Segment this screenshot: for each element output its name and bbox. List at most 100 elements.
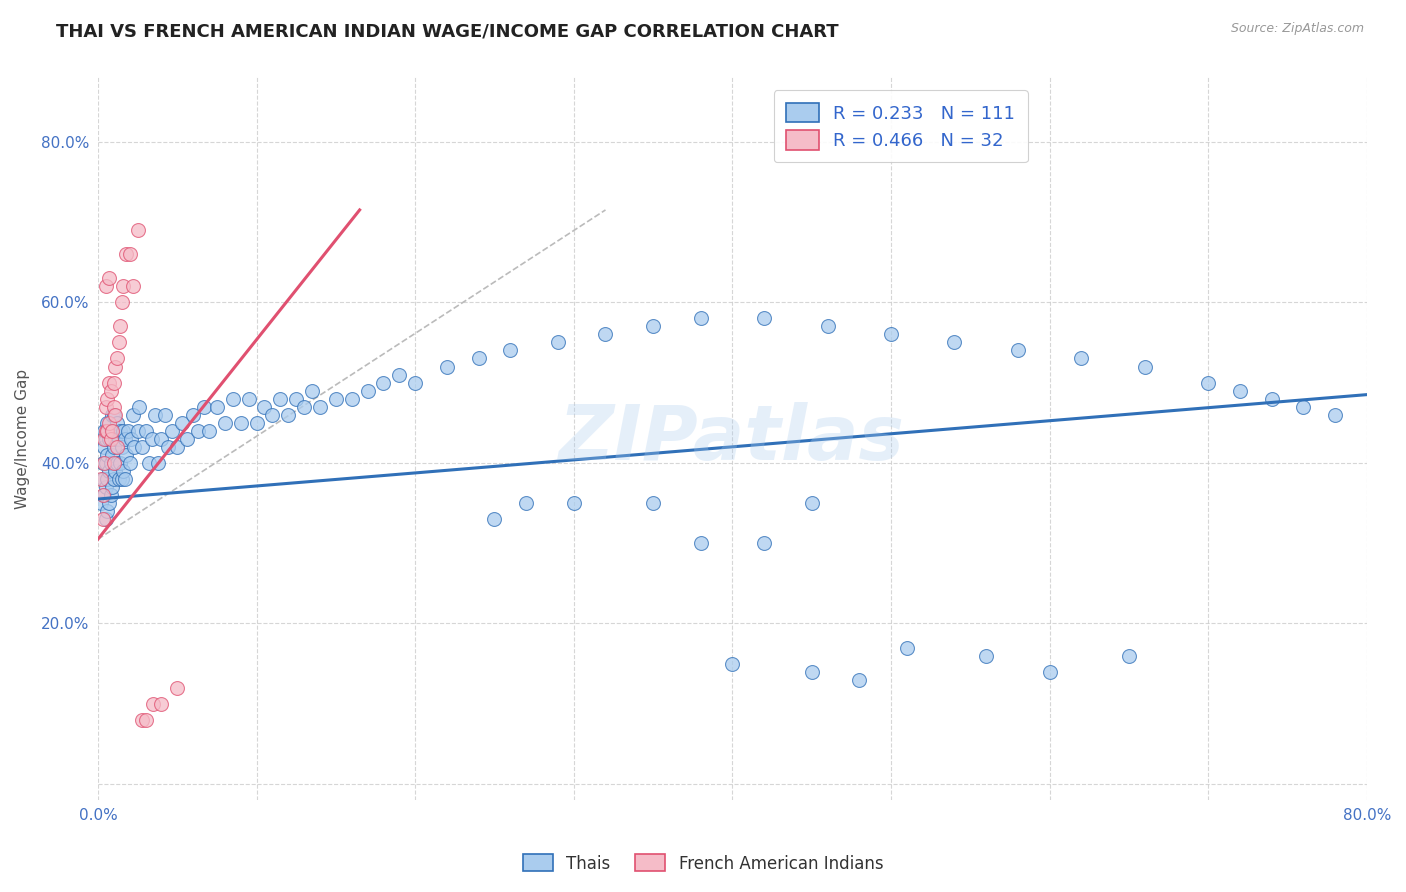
Point [104, 359, 127, 374]
Point [1260, 392, 1282, 406]
Point [93, 432, 115, 446]
Point [98, 464, 121, 478]
Point [253, 400, 276, 414]
Point [150, 697, 173, 711]
Point [170, 416, 193, 430]
Point [94, 400, 117, 414]
Point [943, 335, 966, 350]
Point [1324, 408, 1347, 422]
Point [98, 271, 121, 285]
Point [101, 480, 124, 494]
Point [404, 376, 426, 390]
Point [205, 400, 228, 414]
Point [187, 424, 209, 438]
Point [162, 424, 184, 438]
Point [142, 697, 165, 711]
Point [104, 432, 127, 446]
Point [325, 392, 347, 406]
Point [100, 384, 122, 398]
Point [292, 400, 315, 414]
Point [93, 424, 115, 438]
Point [118, 247, 141, 261]
Point [752, 311, 775, 326]
Point [98, 432, 121, 446]
Legend: R = 0.233   N = 111, R = 0.466   N = 32: R = 0.233 N = 111, R = 0.466 N = 32 [773, 90, 1028, 162]
Point [103, 408, 125, 422]
Point [115, 247, 138, 261]
Point [103, 440, 125, 454]
Point [752, 536, 775, 550]
Point [301, 384, 323, 398]
Point [107, 472, 129, 486]
Point [112, 464, 135, 478]
Point [166, 681, 188, 695]
Point [98, 496, 121, 510]
Point [1070, 351, 1092, 366]
Point [148, 456, 170, 470]
Point [138, 456, 160, 470]
Point [94, 456, 117, 470]
Point [143, 408, 166, 422]
Point [141, 432, 163, 446]
Point [105, 456, 128, 470]
Point [114, 472, 136, 486]
Text: THAI VS FRENCH AMERICAN INDIAN WAGE/INCOME GAP CORRELATION CHART: THAI VS FRENCH AMERICAN INDIAN WAGE/INCO… [56, 22, 839, 40]
Point [100, 432, 122, 446]
Point [101, 408, 124, 422]
Point [118, 456, 141, 470]
Point [974, 648, 997, 663]
Point [94, 480, 117, 494]
Point [547, 335, 569, 350]
Point [245, 416, 267, 430]
Point [121, 279, 143, 293]
Point [96, 416, 118, 430]
Point [124, 440, 146, 454]
Point [112, 279, 135, 293]
Point [689, 311, 711, 326]
Point [800, 665, 823, 679]
Point [96, 424, 118, 438]
Point [93, 488, 115, 502]
Point [356, 384, 378, 398]
Point [91, 512, 114, 526]
Point [131, 713, 153, 727]
Point [848, 673, 870, 687]
Point [90, 472, 112, 486]
Point [98, 376, 121, 390]
Point [484, 512, 506, 526]
Point [96, 392, 118, 406]
Point [1229, 384, 1251, 398]
Point [880, 327, 903, 342]
Point [100, 488, 122, 502]
Point [108, 319, 131, 334]
Point [127, 424, 149, 438]
Point [94, 432, 117, 446]
Point [94, 512, 117, 526]
Point [181, 408, 204, 422]
Y-axis label: Wage/Income Gap: Wage/Income Gap [15, 368, 30, 508]
Point [103, 376, 125, 390]
Point [436, 359, 458, 374]
Point [388, 368, 411, 382]
Point [222, 392, 245, 406]
Point [105, 416, 128, 430]
Point [120, 432, 142, 446]
Point [108, 424, 131, 438]
Point [1118, 648, 1140, 663]
Point [112, 424, 135, 438]
Point [111, 472, 134, 486]
Legend: Thais, French American Indians: Thais, French American Indians [516, 847, 890, 880]
Point [127, 223, 149, 237]
Point [105, 351, 128, 366]
Point [153, 408, 176, 422]
Point [135, 424, 157, 438]
Point [800, 496, 823, 510]
Point [641, 496, 664, 510]
Point [114, 432, 136, 446]
Point [90, 496, 112, 510]
Point [193, 400, 215, 414]
Text: Source: ZipAtlas.com: Source: ZipAtlas.com [1230, 22, 1364, 36]
Point [91, 456, 114, 470]
Point [150, 432, 173, 446]
Point [373, 376, 395, 390]
